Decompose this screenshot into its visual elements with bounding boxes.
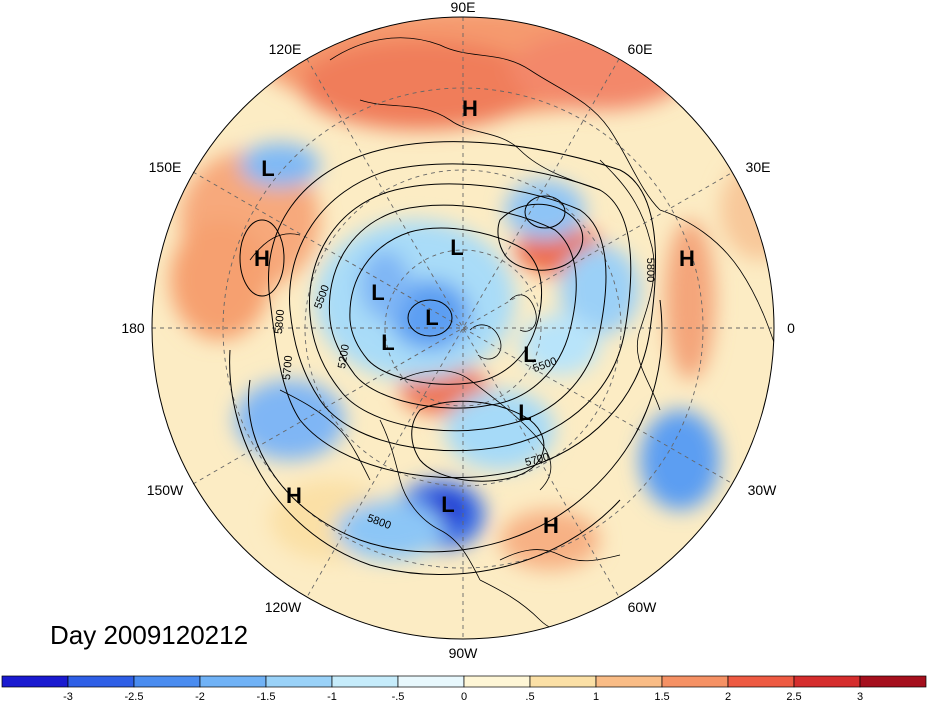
colorbar-tick-label: 0 — [461, 691, 467, 702]
longitude-label: 30E — [746, 159, 771, 175]
colorbar-swatch — [397, 675, 465, 688]
high-pressure-marker: H — [254, 246, 270, 271]
colorbar-swatch — [529, 675, 597, 688]
longitude-label: 90E — [451, 0, 476, 15]
colorbar-swatch — [331, 675, 399, 688]
colorbar-tick-label: -.5 — [392, 691, 405, 702]
longitude-label: 30W — [748, 482, 778, 498]
colorbar-tick-label: -1.5 — [257, 691, 276, 702]
longitude-label: 150W — [147, 482, 184, 498]
high-pressure-marker: H — [462, 96, 478, 121]
colorbar-swatch — [133, 675, 201, 688]
high-pressure-marker: H — [543, 513, 559, 538]
date-title: Day 2009120212 — [50, 620, 249, 650]
longitude-labels: 90E 120E 60E 150E 30E 180 0 150W 30W 120W 60W 90W — [121, 0, 795, 661]
longitude-label: 120W — [265, 599, 302, 615]
colorbar-swatch — [1, 675, 69, 688]
contour-label: 5700 — [281, 355, 295, 380]
longitude-label: 180 — [121, 320, 145, 336]
colorbar-tick-label: 2.5 — [786, 691, 801, 702]
graticule — [152, 17, 774, 639]
colorbar-swatch — [661, 675, 729, 688]
colorbar-swatch — [463, 675, 531, 688]
contour-label: 5800 — [644, 258, 656, 282]
colorbar-swatch — [67, 675, 135, 688]
low-pressure-marker: L — [523, 342, 536, 367]
longitude-label: 120E — [269, 41, 302, 57]
colorbar-tick-label: -1 — [327, 691, 337, 702]
globe-boundary — [151, 16, 775, 640]
low-pressure-marker: L — [371, 280, 384, 305]
colorbar-tick-label: 3 — [857, 691, 863, 702]
longitude-label: 0 — [787, 320, 795, 336]
colorbar-tick-label: 1 — [593, 691, 599, 702]
colorbar-swatch — [199, 675, 267, 688]
longitude-label: 60E — [628, 41, 653, 57]
contour-label: 5800 — [273, 309, 287, 334]
low-pressure-marker: L — [425, 305, 438, 330]
longitude-label: 150E — [149, 159, 182, 175]
low-pressure-marker: L — [518, 400, 531, 425]
colorbar-swatch — [859, 675, 927, 688]
high-pressure-marker: H — [286, 483, 302, 508]
colorbar-tick-label: -2.5 — [125, 691, 144, 702]
colorbar-tick-label: -3 — [63, 691, 73, 702]
colorbar-swatch — [727, 675, 795, 688]
high-pressure-marker: H — [679, 246, 695, 271]
colorbar-tick-label: .5 — [525, 691, 534, 702]
contour-label: 5200 — [336, 343, 352, 369]
height-contours — [229, 141, 663, 575]
colorbar-tick-label: 1.5 — [654, 691, 669, 702]
longitude-label: 60W — [628, 599, 658, 615]
coastlines — [249, 37, 774, 639]
colorbar: -3 -2.5 -2 -1.5 -1 -.5 0 .5 1 1.5 2 2.5 3 — [1, 675, 927, 702]
colorbar-swatch — [265, 675, 333, 688]
low-pressure-marker: L — [381, 330, 394, 355]
low-pressure-marker: L — [450, 235, 463, 260]
colorbar-tick-label: -2 — [195, 691, 205, 702]
longitude-label: 90W — [449, 645, 479, 661]
low-pressure-marker: L — [261, 156, 274, 181]
colorbar-swatch — [595, 675, 663, 688]
colorbar-tick-label: 2 — [725, 691, 731, 702]
colorbar-swatch — [793, 675, 861, 688]
low-pressure-marker: L — [441, 492, 454, 517]
